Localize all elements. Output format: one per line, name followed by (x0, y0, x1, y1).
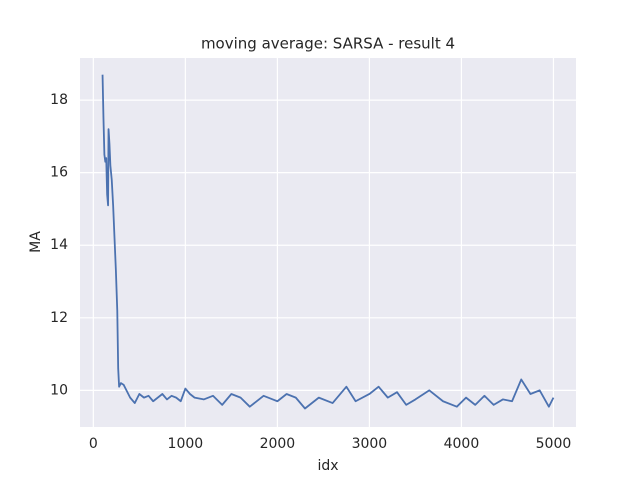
y-tick-label: 16 (50, 165, 68, 181)
chart-title: moving average: SARSA - result 4 (201, 35, 455, 53)
x-tick-label: 0 (89, 436, 98, 452)
y-tick-label: 18 (50, 92, 68, 108)
x-tick-label: 3000 (352, 436, 388, 452)
x-tick-label: 2000 (260, 436, 296, 452)
x-tick-label: 4000 (444, 436, 480, 452)
y-tick-label: 10 (50, 382, 68, 398)
y-tick-label: 12 (50, 310, 68, 326)
y-axis-label: MA (28, 231, 44, 253)
y-tick-label: 14 (50, 237, 68, 253)
x-tick-label: 1000 (168, 436, 204, 452)
data-line (101, 74, 555, 410)
x-tick-label: 5000 (536, 436, 572, 452)
x-axis-label: idx (317, 458, 338, 474)
plot-area (80, 58, 576, 427)
